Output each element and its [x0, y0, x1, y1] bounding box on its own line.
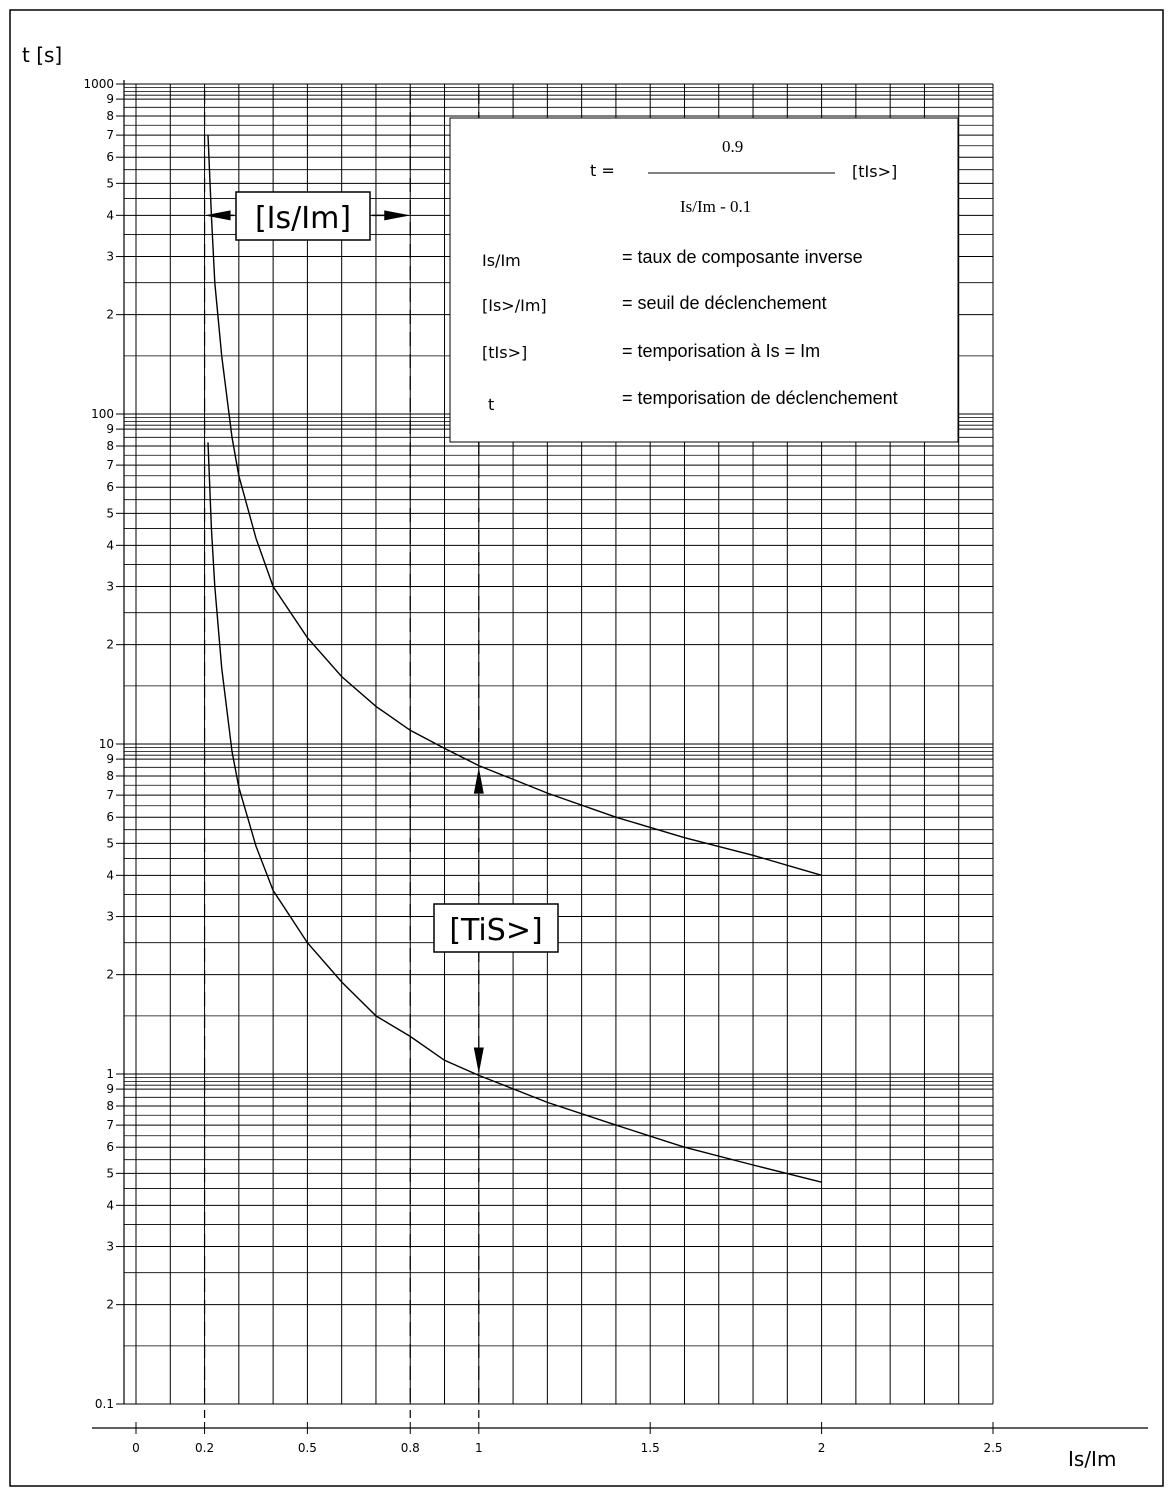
y-tick-label: 4 — [106, 1198, 114, 1212]
series-group — [207, 135, 822, 1183]
y-tick-label: 8 — [106, 439, 114, 453]
y-tick-label: 0.1 — [95, 1397, 114, 1411]
x-tick-label: 0.8 — [401, 1441, 420, 1455]
y-tick-label: 5 — [106, 1166, 114, 1180]
y-axis-label: t [s] — [22, 43, 62, 67]
y-tick-label: 9 — [106, 752, 114, 766]
x-axis-label: Is/Im — [1068, 1447, 1116, 1471]
legend-row-symbol: [tIs>] — [482, 343, 527, 362]
x-tick-label: 0.2 — [195, 1441, 214, 1455]
y-tick-label: 6 — [106, 810, 114, 824]
y-tick-label: 9 — [106, 92, 114, 106]
x-tick-label: 2 — [818, 1441, 826, 1455]
y-tick-label: 4 — [106, 868, 114, 882]
tms-label: [TiS>] — [449, 913, 542, 948]
y-tick-label: 3 — [106, 250, 114, 264]
legend-row-symbol: t — [488, 395, 494, 414]
y-tick-label: 4 — [106, 538, 114, 552]
annotations: [Is/Im] [TiS>] — [204, 191, 559, 1074]
legend-frame — [449, 117, 959, 443]
range-label-frame — [235, 191, 371, 241]
series-line-1 — [207, 135, 822, 876]
y-tick-label: 3 — [106, 580, 114, 594]
y-tick-label: 100 — [91, 407, 114, 421]
y-tick-label: 8 — [106, 1099, 114, 1113]
x-tick-label: 2.5 — [983, 1441, 1002, 1455]
legend-row-symbol: Is/Im — [482, 251, 521, 270]
x-tick-label: 1.5 — [641, 1441, 660, 1455]
formula-denominator: Is/Im - 0.1 — [680, 197, 751, 216]
y-tick-label: 6 — [106, 150, 114, 164]
y-tick-label: 2 — [106, 308, 114, 322]
y-tick-label: 8 — [106, 109, 114, 123]
y-tick-label: 2 — [106, 968, 114, 982]
y-tick-label: 2 — [106, 1298, 114, 1312]
x-tick-label: 0 — [132, 1441, 140, 1455]
y-tick-label: 5 — [106, 836, 114, 850]
y-tick-label: 7 — [106, 788, 114, 802]
x-tick-label: 1 — [475, 1441, 483, 1455]
tms-arrow-down-head — [473, 1047, 484, 1074]
y-tick-label: 9 — [106, 1082, 114, 1096]
range-arrow-left-head — [204, 210, 231, 221]
formula-numerator: 0.9 — [722, 137, 743, 156]
range-arrow-right-head — [384, 210, 411, 221]
tms-arrow-up-head — [473, 767, 484, 794]
legend-row-desc: = taux de composante inverse — [622, 247, 863, 267]
series-line-2 — [207, 442, 822, 1183]
tms-label-frame — [433, 903, 559, 953]
legend-box: t = 0.9 Is/Im - 0.1 [tIs>] Is/Im = taux … — [449, 117, 959, 443]
y-tick-label: 5 — [106, 176, 114, 190]
y-tick-label: 1 — [106, 1067, 114, 1081]
y-tick-label: 9 — [106, 422, 114, 436]
y-tick-label: 8 — [106, 769, 114, 783]
y-tick-label: 10 — [99, 737, 114, 751]
y-tick-label: 6 — [106, 480, 114, 494]
x-tick-label: 0.5 — [298, 1441, 317, 1455]
y-tick-label: 5 — [106, 506, 114, 520]
legend-row-desc: = temporisation de déclenchement — [622, 388, 898, 408]
legend-row-symbol: [Is>/Im] — [482, 296, 547, 315]
axes: 1000987654321009876543210987654321987654… — [83, 77, 1148, 1455]
formula-lhs: t = — [590, 161, 615, 180]
y-tick-label: 7 — [106, 128, 114, 142]
y-tick-label: 6 — [106, 1140, 114, 1154]
outer-frame — [9, 9, 1164, 1487]
legend-row-desc: = seuil de déclenchement — [622, 293, 827, 313]
y-tick-label: 4 — [106, 208, 114, 222]
legend-row-desc: = temporisation à Is = Im — [622, 341, 820, 361]
y-tick-label: 3 — [106, 910, 114, 924]
y-tick-label: 1000 — [83, 77, 114, 91]
y-tick-label: 7 — [106, 458, 114, 472]
y-tick-label: 3 — [106, 1240, 114, 1254]
y-tick-label: 7 — [106, 1118, 114, 1132]
formula-multiplier: [tIs>] — [852, 162, 897, 181]
range-label: [Is/Im] — [255, 201, 351, 236]
y-tick-label: 2 — [106, 638, 114, 652]
